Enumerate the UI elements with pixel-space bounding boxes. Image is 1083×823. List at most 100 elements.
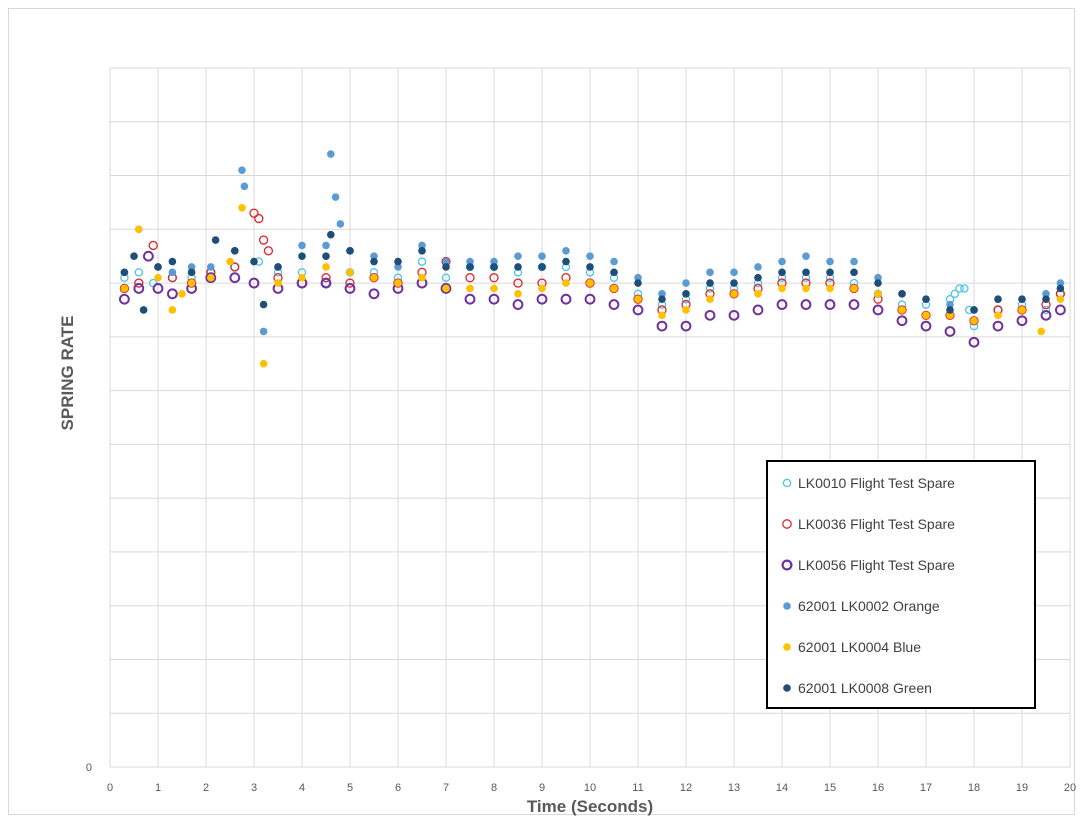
data-point <box>120 268 129 277</box>
data-point <box>848 299 860 310</box>
data-point <box>955 284 964 293</box>
y-tick-labels: 0 <box>86 762 92 774</box>
x-tick-label: 10 <box>584 782 596 794</box>
data-points <box>119 150 1066 368</box>
data-point <box>466 257 474 266</box>
legend-marker-icon <box>780 640 794 654</box>
data-point <box>143 250 154 262</box>
data-point <box>370 273 378 282</box>
data-point <box>680 320 692 332</box>
data-point <box>441 273 451 282</box>
data-point <box>207 263 215 271</box>
data-point <box>992 320 1004 332</box>
data-point <box>800 299 812 310</box>
data-point <box>298 273 306 282</box>
data-point <box>874 290 882 298</box>
data-point <box>320 277 332 289</box>
data-point <box>394 263 402 271</box>
data-point <box>754 273 762 282</box>
data-point <box>704 309 716 321</box>
data-point <box>322 252 330 260</box>
data-point <box>254 213 264 224</box>
data-point <box>442 257 450 266</box>
data-point <box>586 263 594 271</box>
data-point <box>230 262 240 272</box>
data-point <box>1017 305 1027 315</box>
data-point <box>130 252 138 260</box>
data-point <box>466 284 474 293</box>
data-point <box>538 252 546 260</box>
data-point <box>730 268 738 277</box>
x-tick-label: 0 <box>107 782 113 794</box>
data-point <box>322 263 330 271</box>
series-4 <box>120 204 1065 368</box>
data-point <box>250 257 258 266</box>
data-point <box>536 293 548 305</box>
data-point <box>850 257 858 266</box>
data-point <box>167 288 178 300</box>
data-point <box>826 268 834 277</box>
data-point <box>633 294 643 304</box>
data-point <box>826 284 834 293</box>
data-point <box>586 279 594 287</box>
data-point <box>609 283 619 294</box>
data-point <box>321 273 331 283</box>
legend-item: LK0056 Flight Test Spare <box>780 555 955 575</box>
data-point <box>802 268 810 277</box>
data-point <box>730 279 738 287</box>
data-point <box>211 236 220 244</box>
y-tick-label: 0 <box>86 762 92 774</box>
y-axis-title: SPRING RATE <box>58 316 77 431</box>
data-point <box>119 283 130 294</box>
x-tick-label: 11 <box>632 782 643 794</box>
data-point <box>344 283 356 294</box>
data-point <box>1040 309 1052 321</box>
x-tick-label: 8 <box>491 782 497 794</box>
data-point <box>706 268 714 277</box>
data-point <box>514 263 522 271</box>
data-point <box>994 311 1002 320</box>
x-tick-labels: 0 1 2 3 4 5 6 7 8 9 10 11 12 13 14 15 16 17 18 19 20 <box>107 782 1076 794</box>
data-point <box>394 279 402 287</box>
data-point <box>135 225 143 234</box>
data-point <box>776 299 788 310</box>
data-point <box>513 278 523 288</box>
data-point <box>298 252 306 260</box>
data-point <box>120 284 129 293</box>
data-point <box>849 283 859 294</box>
data-point <box>168 257 177 266</box>
data-point <box>490 263 498 271</box>
data-point <box>148 240 158 251</box>
data-point <box>187 268 196 277</box>
data-point <box>824 299 836 310</box>
data-point <box>921 310 931 320</box>
data-point <box>897 305 907 315</box>
data-point <box>133 283 145 294</box>
data-point <box>656 320 668 332</box>
legend-item: 62001 LK0004 Blue <box>780 637 921 657</box>
data-point <box>370 252 378 260</box>
data-point <box>346 247 354 255</box>
data-point <box>682 279 690 287</box>
data-point <box>154 263 162 271</box>
data-point <box>152 283 164 294</box>
data-point <box>754 263 762 271</box>
legend-label: 62001 LK0004 Blue <box>798 639 921 655</box>
data-point <box>231 247 239 255</box>
data-point <box>1042 290 1050 298</box>
data-point <box>1056 295 1065 304</box>
data-point <box>187 279 196 287</box>
legend-marker-icon <box>780 599 794 613</box>
data-point <box>238 166 246 174</box>
data-point <box>263 246 274 256</box>
x-tick-label: 1 <box>155 782 161 794</box>
data-point <box>336 220 345 228</box>
data-point <box>610 268 618 277</box>
x-tick-label: 6 <box>395 782 401 794</box>
data-point <box>345 278 355 288</box>
data-point <box>634 295 642 304</box>
x-axis-title: Time (Seconds) <box>527 797 653 816</box>
data-point <box>187 263 196 271</box>
x-tick-label: 4 <box>299 782 305 794</box>
